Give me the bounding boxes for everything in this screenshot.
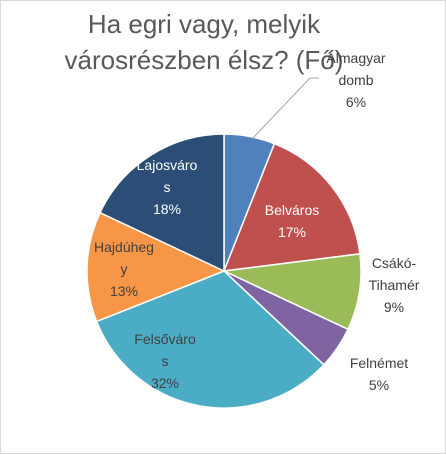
leader-line-almagyar-domb (251, 77, 319, 140)
data-label-lajosváros: Lajosváro s 18% (137, 157, 198, 217)
pie-slice-lajosváros (99, 133, 225, 273)
chart-title-line-1: Ha egri vagy, melyik (87, 9, 321, 39)
data-label-almagyar-domb: Almagyar domb 6% (326, 50, 385, 110)
pie-slice-hajdúhegy (86, 211, 226, 323)
data-label-felsőváros: Felsőváro s 32% (134, 331, 196, 391)
data-label-belváros: Belváros 17% (265, 202, 319, 240)
chart-title-line-2: városrészben élsz? (Fő) (64, 45, 344, 75)
data-label-felnémet: Felnémet 5% (350, 355, 408, 393)
data-label-hajdúhegy: Hajdúheg y 13% (94, 239, 154, 299)
data-label-csákó-tihamér: Csákó-Tihamér 9% (369, 255, 420, 315)
pie-slice-belváros (222, 142, 361, 272)
pie-slice-felsőváros (95, 270, 325, 409)
